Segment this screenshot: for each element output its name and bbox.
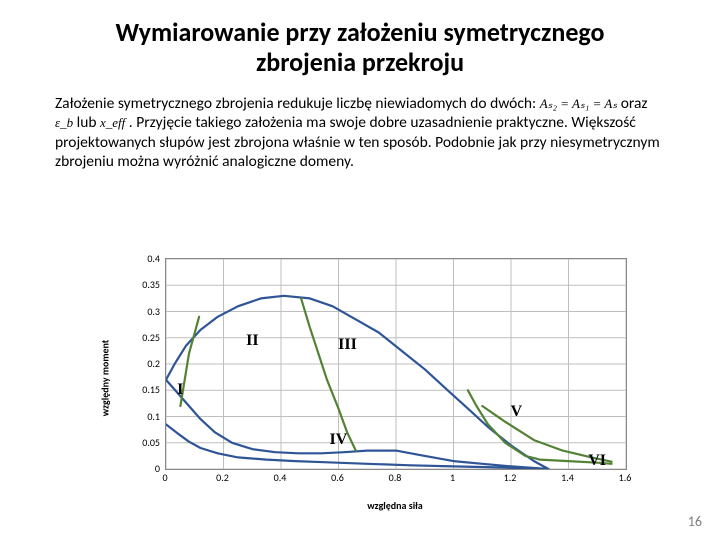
x-tick: 0.6 (326, 471, 350, 484)
region-label: IV (330, 431, 348, 449)
y-tick: 0.05 (130, 436, 160, 449)
body-paragraph: Założenie symetrycznego zbrojenia reduku… (0, 78, 720, 172)
x-tick: 1 (441, 471, 465, 484)
para-text-2: oraz (621, 94, 648, 113)
region-label: I (177, 381, 183, 399)
x-tick: 1.6 (613, 471, 637, 484)
x-tick: 0.8 (383, 471, 407, 484)
chart-svg (166, 259, 626, 469)
para-text-3: lub (77, 113, 100, 132)
title-line-2: zbrojenia przekroju (256, 46, 464, 78)
plot-area (165, 258, 627, 470)
para-text-1: Założenie symetrycznego zbrojenia reduku… (55, 94, 540, 113)
formula-xeff: x_eff (100, 115, 125, 130)
x-tick: 0.2 (211, 471, 235, 484)
y-tick: 0.4 (130, 252, 160, 265)
y-tick: 0.1 (130, 410, 160, 423)
y-tick: 0.3 (130, 305, 160, 318)
para-text-4: . Przyjęcie takiego założenia ma swoje d… (55, 113, 660, 171)
region-label: V (511, 403, 523, 421)
region-label: II (246, 332, 258, 350)
x-tick: 1.4 (556, 471, 580, 484)
title-line-1: Wymiarowanie przy założeniu symetryczneg… (116, 16, 605, 48)
y-axis-label: względny moment (99, 340, 112, 417)
x-tick: 0.4 (268, 471, 292, 484)
x-tick: 0 (153, 471, 177, 484)
y-tick: 0.35 (130, 278, 160, 291)
chart-container: względny moment 00.050.10.150.20.250.30.… (115, 258, 645, 498)
y-tick: 0.15 (130, 383, 160, 396)
region-label: III (338, 336, 357, 354)
y-tick: 0.25 (130, 331, 160, 344)
formula-as: Aₛ₂ = Aₛ₁ = Aₛ (540, 96, 618, 111)
y-tick: 0.2 (130, 357, 160, 370)
formula-eb: ε_b (55, 115, 73, 130)
page-number: 16 (688, 513, 702, 530)
x-axis-label: względna siła (367, 499, 423, 512)
region-label: VI (588, 452, 606, 470)
x-tick: 1.2 (498, 471, 522, 484)
